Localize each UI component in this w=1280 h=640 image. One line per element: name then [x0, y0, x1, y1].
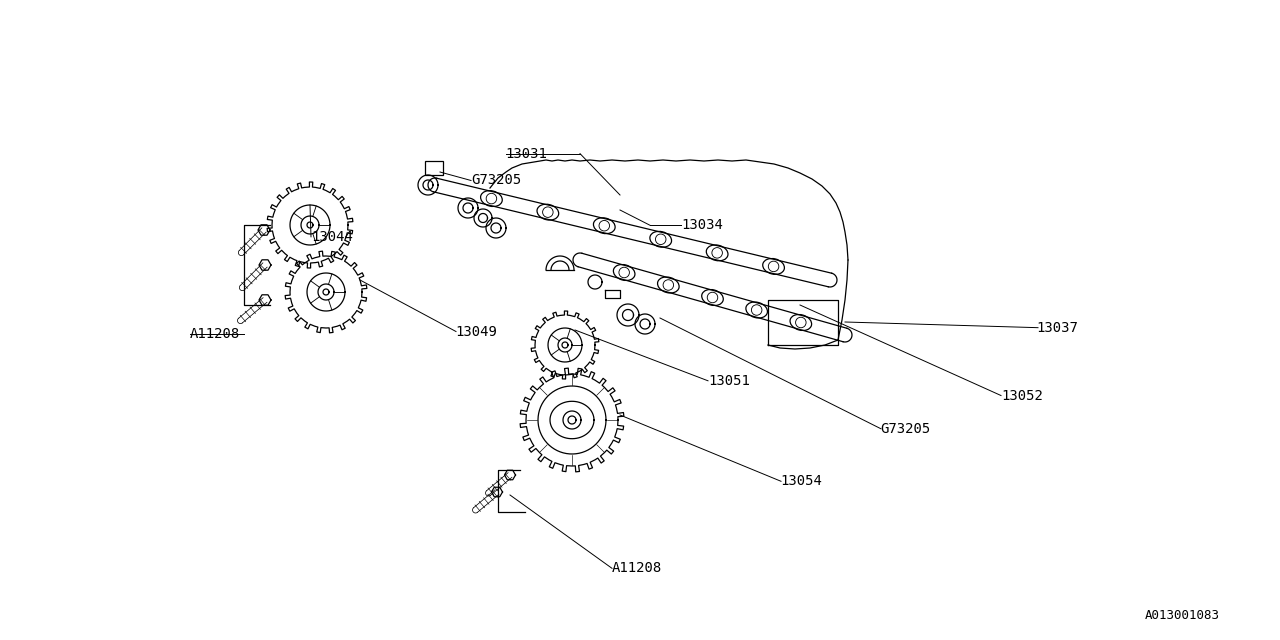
- Text: 13054: 13054: [781, 474, 823, 488]
- Text: 13049: 13049: [456, 324, 498, 339]
- Text: G73205: G73205: [471, 173, 521, 188]
- Text: 13044: 13044: [311, 230, 353, 244]
- Bar: [425, 161, 443, 175]
- Text: 13034: 13034: [681, 218, 723, 232]
- Text: A11208: A11208: [612, 561, 662, 575]
- Text: 13051: 13051: [708, 374, 750, 388]
- Text: 13037: 13037: [1037, 321, 1079, 335]
- Text: 13052: 13052: [1001, 388, 1043, 403]
- Text: A11208: A11208: [189, 327, 239, 341]
- Text: 13031: 13031: [506, 147, 548, 161]
- Text: G73205: G73205: [881, 422, 931, 436]
- Text: A013001083: A013001083: [1146, 609, 1220, 622]
